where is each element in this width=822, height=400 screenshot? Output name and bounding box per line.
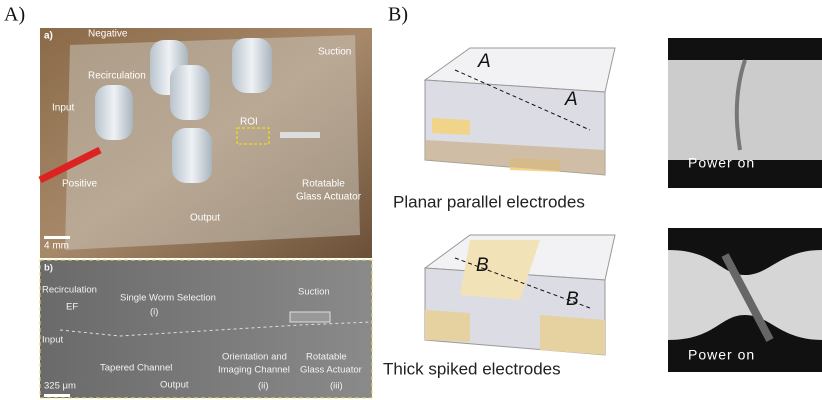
- label: Thick spiked electrodes: [383, 359, 561, 378]
- spiked-diagram: [425, 235, 615, 355]
- label: Positive: [62, 179, 97, 190]
- label: Orientation and: [222, 352, 287, 363]
- label: (ii): [258, 381, 269, 392]
- label: 4 mm: [44, 241, 69, 252]
- label: Suction: [298, 287, 330, 298]
- label: Negative: [88, 29, 128, 40]
- label: a): [44, 31, 53, 42]
- label: Recirculation: [42, 285, 97, 296]
- scale-bar: [44, 236, 70, 239]
- scale-bar: [44, 394, 70, 397]
- figure: A) B) a) b) Negative Suction Recirculation Inpu…: [0, 0, 822, 400]
- label: A): [4, 4, 25, 26]
- label: b): [44, 263, 53, 274]
- label: A: [477, 51, 491, 72]
- label: Imaging Channel: [218, 365, 290, 376]
- label: Glass Actuator: [300, 365, 362, 376]
- label: ROI: [240, 117, 258, 128]
- label: (iii): [330, 381, 343, 392]
- suction-grid: [290, 312, 330, 322]
- label: EF: [66, 302, 78, 313]
- label: Output: [190, 213, 220, 224]
- planar-diagram: [425, 48, 615, 175]
- label: Input: [52, 103, 74, 114]
- label: B: [476, 255, 489, 276]
- label: Glass Actuator: [296, 192, 362, 203]
- label: (i): [150, 307, 158, 318]
- label: Tapered Channel: [100, 363, 172, 374]
- label: Single Worm Selection: [120, 293, 216, 304]
- label: Power on: [688, 347, 755, 363]
- label: Suction: [318, 47, 351, 58]
- label: B): [388, 4, 408, 26]
- electrode: [668, 38, 822, 60]
- label: 325 μm: [44, 381, 76, 392]
- label: Planar parallel electrodes: [393, 192, 585, 211]
- label: Rotatable: [306, 352, 347, 363]
- label: B: [566, 289, 579, 310]
- label: Rotatable: [302, 179, 345, 190]
- actuator: [280, 132, 320, 138]
- label: Input: [42, 335, 63, 346]
- label: Output: [160, 380, 189, 391]
- photo-b: [40, 260, 372, 398]
- label: A: [564, 89, 578, 110]
- label: Recirculation: [88, 71, 146, 82]
- label: Power on: [688, 155, 755, 171]
